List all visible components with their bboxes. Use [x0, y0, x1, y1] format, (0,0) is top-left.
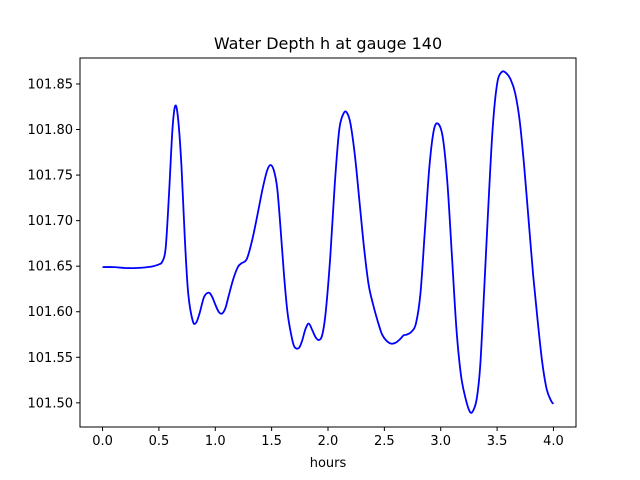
plot-area: 0.0 0.5 1.0 1.5 2.0 2.5 3.0 3.5 4.0 101.50 101.55 1… — [28, 57, 577, 449]
x-tick-label: 0.0 — [92, 434, 113, 449]
y-tick-label: 101.55 — [28, 351, 74, 366]
y-tick-label: 101.85 — [28, 77, 74, 92]
data-series-line-0 — [102, 70, 555, 414]
x-tick-label: 3.0 — [430, 434, 451, 449]
x-tick-label: 4.0 — [543, 434, 564, 449]
chart-title: Water Depth h at gauge 140 — [214, 34, 442, 53]
y-tick-label: 101.80 — [28, 123, 74, 138]
x-tick-label: 0.5 — [149, 434, 170, 449]
y-tick-label: 101.60 — [28, 305, 74, 320]
y-tick-label: 101.50 — [28, 396, 74, 411]
x-tick-label: 3.5 — [487, 434, 508, 449]
y-tick-label: 101.70 — [28, 214, 74, 229]
x-tick-label: 1.5 — [261, 434, 282, 449]
x-tick-label: 2.5 — [374, 434, 395, 449]
x-tick-label: 2.0 — [318, 434, 339, 449]
x-tick-label: 1.0 — [205, 434, 226, 449]
x-axis-label: hours — [310, 456, 347, 471]
y-tick-label: 101.75 — [28, 169, 74, 184]
y-tick-label: 101.65 — [28, 260, 74, 275]
